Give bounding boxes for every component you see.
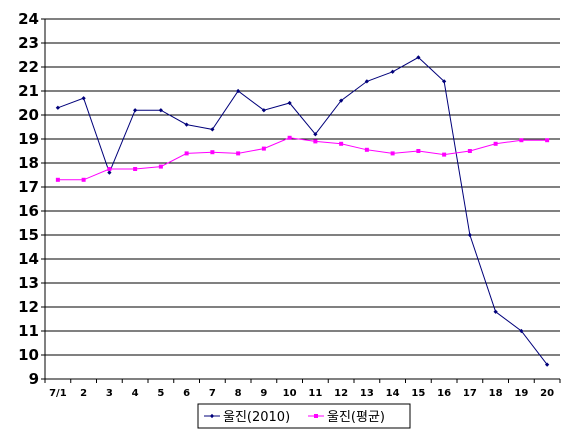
y-tick-label: 12 bbox=[18, 298, 39, 316]
x-tick-label: 14 bbox=[386, 388, 400, 399]
data-point bbox=[81, 96, 86, 101]
legend-box bbox=[197, 403, 411, 429]
x-tick-label: 8 bbox=[235, 388, 242, 399]
data-point bbox=[545, 138, 550, 143]
y-tick-label: 21 bbox=[18, 82, 39, 100]
legend-label-series-2: 울진(평균) bbox=[327, 410, 385, 425]
data-point bbox=[184, 151, 189, 156]
data-point bbox=[158, 164, 163, 169]
data-point bbox=[236, 88, 241, 94]
series-line bbox=[57, 56, 548, 365]
x-tick-label: 13 bbox=[360, 388, 374, 399]
x-tick-label: 10 bbox=[283, 388, 297, 399]
x-tick-label: 9 bbox=[260, 388, 267, 399]
data-point bbox=[493, 309, 498, 314]
x-tick-label: 20 bbox=[540, 388, 554, 399]
x-tick-label: 2 bbox=[80, 388, 87, 399]
data-point bbox=[184, 122, 189, 127]
x-tick-label: 18 bbox=[489, 388, 503, 399]
data-point bbox=[133, 108, 138, 113]
x-tick-label: 12 bbox=[334, 388, 348, 399]
x-tick-label: 7 bbox=[209, 388, 216, 399]
y-tick-label: 13 bbox=[18, 274, 39, 292]
gridlines bbox=[45, 18, 560, 356]
data-point bbox=[55, 105, 60, 110]
x-tick-label: 11 bbox=[308, 388, 322, 399]
data-point bbox=[364, 147, 369, 152]
axes bbox=[41, 18, 561, 383]
y-tick-label: 14 bbox=[18, 250, 39, 268]
x-tick-label: 6 bbox=[183, 388, 190, 399]
y-tick-label: 19 bbox=[18, 130, 39, 148]
legend-marker-series-1 bbox=[209, 413, 215, 419]
x-tick-label: 5 bbox=[157, 388, 164, 399]
data-point bbox=[339, 141, 344, 146]
data-point bbox=[390, 69, 395, 74]
data-point bbox=[81, 177, 86, 182]
data-point bbox=[107, 167, 112, 171]
y-tick-label: 24 bbox=[18, 10, 39, 28]
data-point bbox=[133, 167, 138, 171]
x-tick-label: 16 bbox=[437, 388, 451, 399]
legend: 울진(2010) 울진(평균) bbox=[197, 403, 411, 429]
data-point bbox=[210, 150, 215, 155]
data-point bbox=[519, 328, 524, 334]
x-tick-label: 19 bbox=[514, 388, 528, 399]
data-point bbox=[158, 108, 163, 113]
data-point bbox=[287, 135, 292, 140]
y-tick-label: 16 bbox=[18, 202, 39, 220]
data-point bbox=[416, 149, 421, 153]
x-tick-label: 3 bbox=[106, 388, 113, 399]
data-point bbox=[313, 139, 318, 144]
y-tick-label: 23 bbox=[18, 34, 39, 52]
data-point bbox=[313, 132, 318, 137]
data-point bbox=[467, 232, 472, 238]
y-tick-label: 17 bbox=[18, 178, 39, 196]
data-point bbox=[519, 138, 524, 143]
y-axis-tick-labels: 9 10 11 12 13 14 15 16 17 18 19 20 21 22 23 24 bbox=[18, 10, 39, 388]
data-point bbox=[390, 151, 395, 156]
series-lines bbox=[55, 55, 550, 367]
data-point bbox=[467, 149, 472, 153]
series-2 bbox=[55, 135, 550, 182]
data-point bbox=[442, 152, 447, 157]
series-1 bbox=[55, 55, 550, 367]
data-point bbox=[107, 170, 112, 175]
y-tick-label: 9 bbox=[29, 370, 39, 388]
data-point bbox=[545, 362, 550, 367]
y-tick-label: 18 bbox=[18, 154, 39, 172]
x-tick-label: 15 bbox=[411, 388, 425, 399]
data-point bbox=[55, 177, 60, 182]
x-tick-label: 17 bbox=[463, 388, 477, 399]
y-tick-label: 10 bbox=[18, 346, 39, 364]
legend-label-series-1: 울진(2010) bbox=[223, 410, 290, 425]
data-point bbox=[236, 151, 241, 156]
x-axis-tick-labels: 7/1 2 3 4 5 6 7 8 9 10 11 12 13 14 15 16 17 18 19 20 bbox=[49, 388, 554, 399]
series-line bbox=[57, 137, 548, 181]
y-tick-label: 15 bbox=[18, 226, 39, 244]
x-tick-label: 7/1 bbox=[49, 388, 67, 399]
y-tick-label: 11 bbox=[18, 322, 39, 340]
x-tick-label: 4 bbox=[132, 388, 139, 399]
data-point bbox=[261, 146, 266, 151]
y-tick-label: 22 bbox=[18, 58, 39, 76]
data-point bbox=[493, 141, 498, 146]
legend-marker-series-2 bbox=[314, 414, 318, 418]
y-tick-label: 20 bbox=[18, 106, 39, 124]
